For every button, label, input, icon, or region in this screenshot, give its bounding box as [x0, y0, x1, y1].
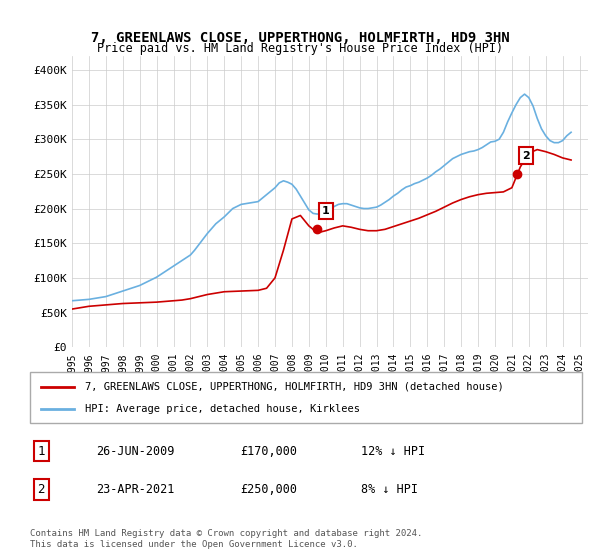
Text: 26-JUN-2009: 26-JUN-2009	[96, 445, 175, 458]
FancyBboxPatch shape	[30, 372, 582, 423]
Text: 2: 2	[522, 151, 530, 161]
Text: Contains HM Land Registry data © Crown copyright and database right 2024.
This d: Contains HM Land Registry data © Crown c…	[30, 529, 422, 549]
Text: 1: 1	[37, 445, 45, 458]
Text: £170,000: £170,000	[240, 445, 297, 458]
Text: 8% ↓ HPI: 8% ↓ HPI	[361, 483, 418, 496]
Text: 23-APR-2021: 23-APR-2021	[96, 483, 175, 496]
Text: 2: 2	[37, 483, 45, 496]
Text: 12% ↓ HPI: 12% ↓ HPI	[361, 445, 425, 458]
Text: 1: 1	[322, 206, 330, 216]
Text: 7, GREENLAWS CLOSE, UPPERTHONG, HOLMFIRTH, HD9 3HN: 7, GREENLAWS CLOSE, UPPERTHONG, HOLMFIRT…	[91, 31, 509, 45]
Text: HPI: Average price, detached house, Kirklees: HPI: Average price, detached house, Kirk…	[85, 404, 360, 414]
Text: £250,000: £250,000	[240, 483, 297, 496]
Text: 7, GREENLAWS CLOSE, UPPERTHONG, HOLMFIRTH, HD9 3HN (detached house): 7, GREENLAWS CLOSE, UPPERTHONG, HOLMFIRT…	[85, 381, 504, 391]
Text: Price paid vs. HM Land Registry's House Price Index (HPI): Price paid vs. HM Land Registry's House …	[97, 42, 503, 55]
